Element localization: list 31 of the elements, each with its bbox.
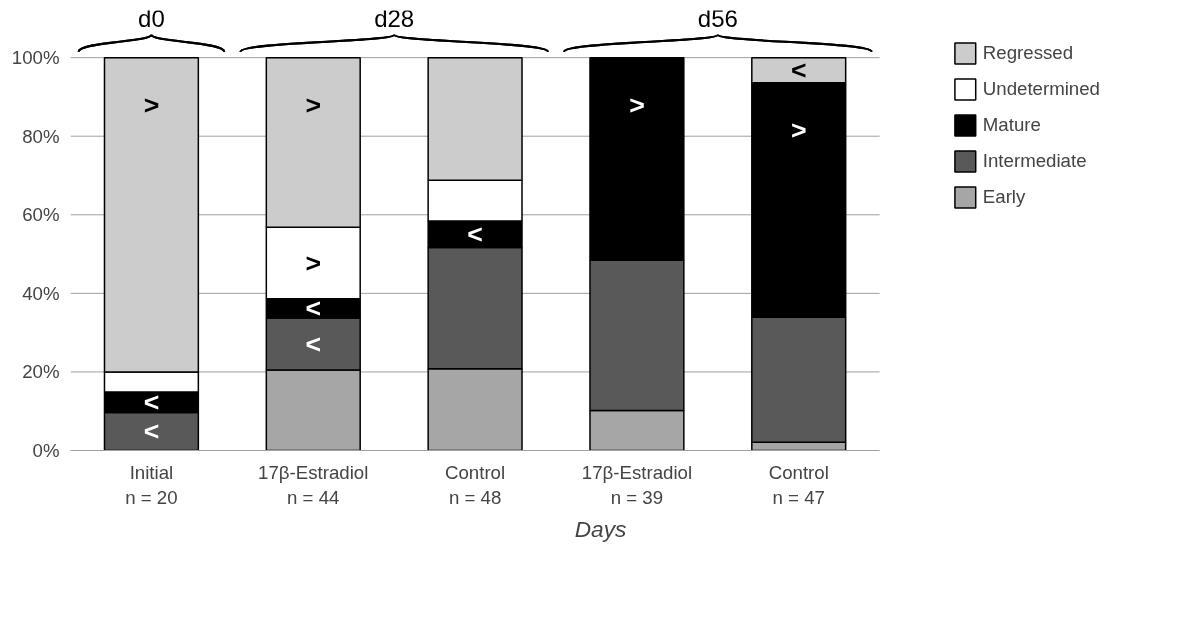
y-tick-label: 0% — [32, 440, 60, 461]
annotation: < — [143, 416, 160, 447]
annotation: > — [790, 114, 807, 145]
legend-label: Undetermined — [982, 78, 1100, 100]
annotation: > — [143, 89, 160, 120]
text: d56 — [697, 5, 738, 33]
x-axis-title: Days — [574, 515, 627, 542]
x-tick-label: Control n = 47 — [768, 461, 829, 508]
x-tick-label: 17β-Estradiol n = 44 — [258, 461, 369, 508]
x-tick-label: Control n = 48 — [445, 461, 506, 508]
y-tick-label: 20% — [22, 361, 60, 383]
annotation: > — [305, 248, 322, 279]
y-tick-label: 100% — [11, 47, 60, 69]
text: d0 — [138, 5, 165, 33]
legend-label: Early — [982, 186, 1026, 208]
text: d28 — [374, 5, 415, 33]
y-tick-label: 40% — [22, 282, 60, 304]
annotation: < — [305, 293, 322, 324]
legend-label: Mature — [982, 114, 1041, 136]
y-tick-label: 80% — [22, 125, 60, 147]
annotation: > — [629, 89, 645, 120]
annotation: < — [143, 387, 160, 418]
annotation: < — [305, 329, 322, 360]
x-tick-label: Initial n = 20 — [125, 461, 178, 508]
y-tick-label: 60% — [22, 204, 60, 226]
legend-label: Regressed — [982, 42, 1074, 64]
annotation: < — [467, 219, 483, 250]
annotation: > — [305, 89, 322, 120]
x-tick-label: 17β-Estradiol n = 39 — [581, 461, 693, 508]
legend-label: Intermediate — [982, 150, 1087, 172]
annotation: < — [790, 55, 807, 86]
